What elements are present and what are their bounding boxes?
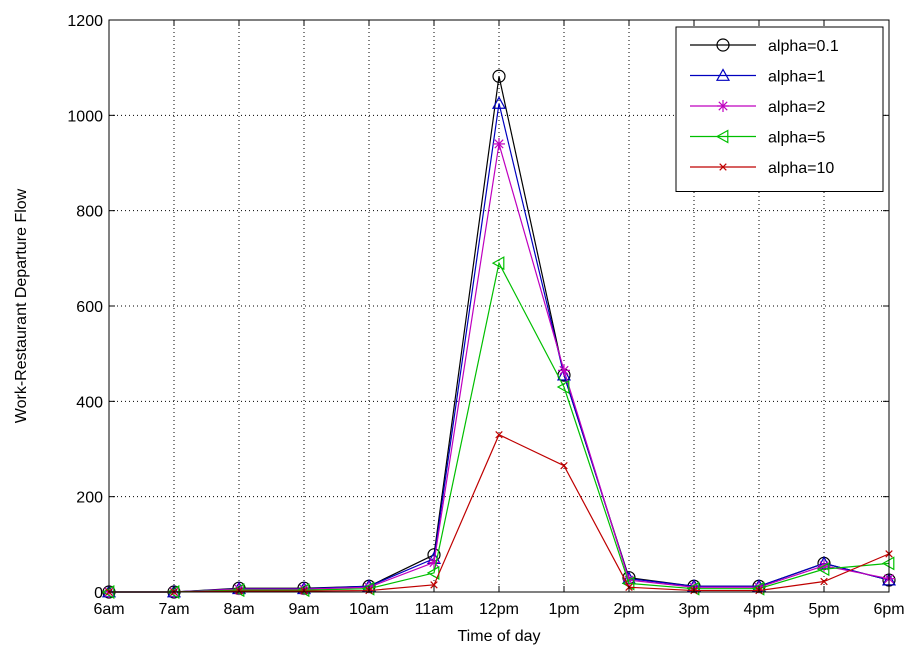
grid (109, 20, 889, 592)
legend-label: alpha=2 (768, 99, 825, 116)
data-point-series-3 (556, 380, 570, 395)
data-point-series-3 (231, 583, 245, 598)
data-point-series-3 (296, 583, 310, 598)
x-tick-label: 10am (349, 601, 389, 618)
data-point-series-4 (430, 581, 438, 589)
x-tick-label: 5pm (808, 601, 839, 618)
x-tick-label: 11am (415, 601, 454, 618)
data-point-series-4 (495, 430, 503, 439)
x-tick-label: 12pm (479, 601, 519, 618)
x-axis-title: Time of day (458, 628, 541, 645)
data-point-series-1 (556, 367, 572, 381)
y-axis-title: Work-Restaurant Departure Flow (13, 188, 30, 423)
data-point-series-3 (816, 562, 830, 577)
y-tick-label: 200 (76, 490, 103, 507)
axis-ticks: 6am 7am 8am 9am 10am 11am 12pm 1pm 2pm 3pm 4pm 5pm 6… (67, 13, 904, 618)
data-point-series-3 (881, 556, 895, 571)
x-tick-label: 4pm (743, 601, 774, 618)
y-tick-label: 0 (94, 585, 103, 602)
x-tick-label: 3pm (678, 601, 709, 618)
data-point-series-1 (491, 96, 507, 109)
x-tick-label: 6pm (873, 601, 904, 618)
legend-label: alpha=0.1 (768, 38, 839, 55)
legend-label: alpha=5 (768, 130, 825, 147)
data-point-series-3 (491, 256, 505, 271)
legend-box (675, 26, 884, 192)
legend-marker (717, 100, 729, 112)
y-tick-label: 400 (76, 394, 103, 411)
y-tick-label: 1000 (67, 108, 103, 125)
legend: alpha=0.1 alpha=1 alpha=2 alpha=5 alpha=10 (675, 26, 884, 192)
x-tick-label: 9am (288, 601, 319, 618)
data-point-series-2 (558, 364, 570, 377)
x-tick-label: 2pm (613, 601, 644, 618)
data-point-series-4 (820, 577, 828, 586)
x-tick-label: 1pm (548, 601, 579, 618)
y-tick-label: 800 (76, 204, 103, 221)
data-point-series-0 (492, 69, 506, 83)
y-tick-label: 600 (76, 299, 103, 316)
legend-marker (716, 38, 730, 52)
x-tick-label: 7am (158, 601, 189, 618)
data-point-series-2 (493, 137, 505, 150)
data-point-series-4 (560, 461, 568, 470)
x-tick-label: 6am (93, 601, 124, 618)
y-tick-label: 1200 (67, 13, 103, 30)
legend-marker (715, 129, 729, 144)
legend-marker (715, 68, 731, 81)
legend-label: alpha=10 (768, 160, 834, 177)
legend-label: alpha=1 (768, 69, 825, 86)
legend-marker (719, 163, 727, 171)
x-tick-label: 8am (223, 601, 254, 618)
